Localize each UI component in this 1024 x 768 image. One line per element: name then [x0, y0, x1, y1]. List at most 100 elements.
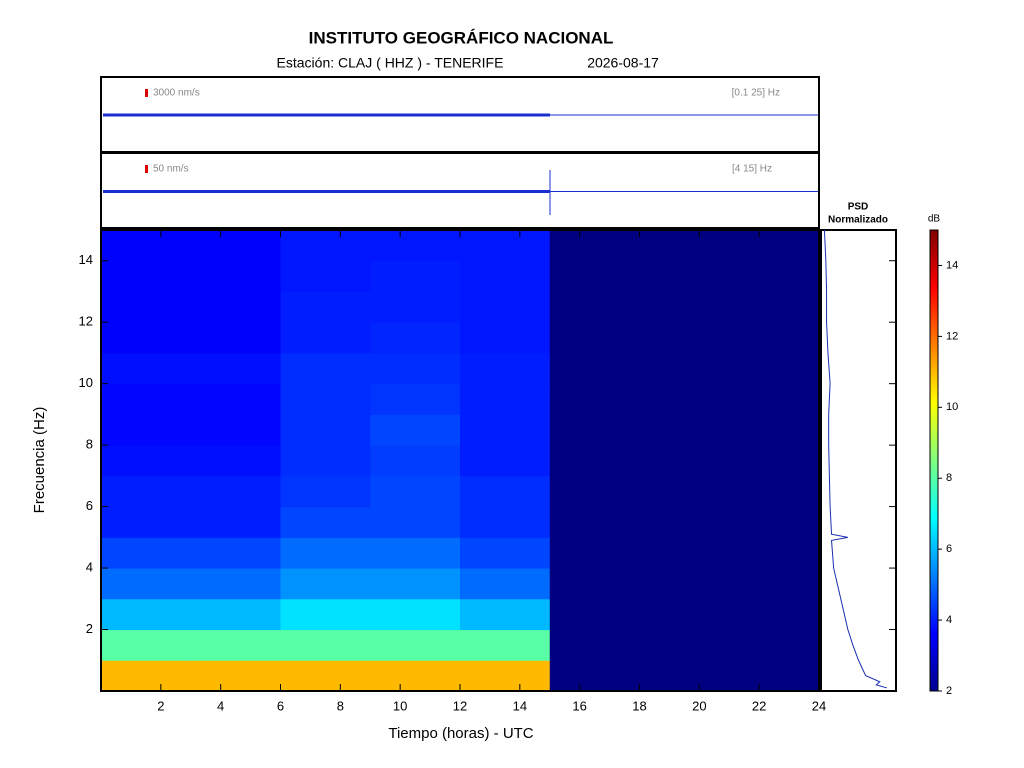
spectrogram-cell [460, 629, 551, 661]
spectrogram-cell [280, 260, 371, 292]
spectrogram-cell [370, 598, 461, 631]
spectrogram-cell [549, 352, 820, 385]
spectrogram-cell [549, 383, 820, 415]
spectrogram-cell [190, 598, 281, 631]
spectrogram-cell [190, 383, 281, 415]
spectrogram-cell [101, 291, 192, 323]
spectrogram-cell [101, 414, 192, 446]
spectrogram-cell [370, 537, 461, 569]
psd-title: PSD [848, 202, 869, 213]
spectrogram-cell [549, 598, 820, 631]
spectrogram-cell [101, 568, 192, 600]
spectrogram-cell [370, 260, 461, 292]
spectrogram-cell [280, 475, 371, 508]
spectrogram-cell [101, 506, 192, 538]
psd-frame [820, 229, 897, 692]
spectrogram-cell [549, 445, 820, 477]
spectrogram-cell [280, 322, 371, 354]
x-tick-label: 2 [157, 698, 164, 713]
spectrogram-cell [101, 260, 192, 292]
trace [103, 113, 550, 117]
spectrogram-cell [280, 230, 371, 262]
spectrogram-cell [190, 352, 281, 385]
spectrogram-cell [460, 291, 551, 323]
spectrogram-cell [280, 568, 371, 600]
spectrogram-cell [460, 352, 551, 385]
spectrogram-cell [190, 660, 281, 692]
spectrogram-cell [280, 445, 371, 477]
x-tick-label: 16 [572, 698, 586, 713]
spectrogram-cell [460, 414, 551, 446]
spectrogram-cell [370, 629, 461, 661]
title: INSTITUTO GEOGRÁFICO NACIONAL [309, 28, 614, 47]
spectrogram-cell [280, 660, 371, 692]
spectrogram-cell [460, 537, 551, 569]
spectrogram-cell [460, 475, 551, 508]
spectrogram-cell [101, 598, 192, 631]
spectrogram-cell [549, 260, 820, 292]
y-tick-label: 10 [79, 375, 93, 390]
spectrogram-cell [370, 506, 461, 538]
spectrogram-cell [280, 414, 371, 446]
y-tick-label: 8 [86, 437, 93, 452]
spectrogram-cell [549, 475, 820, 508]
spectrogram-cell [101, 445, 192, 477]
spectrogram-cell [101, 475, 192, 508]
colorbar-tick-label: 4 [946, 614, 952, 626]
spectrogram-cell [280, 629, 371, 661]
trace-scale: 50 nm/s [153, 164, 189, 175]
spectrogram-cell [370, 414, 461, 446]
spectrogram-cell [190, 230, 281, 262]
date: 2026-08-17 [587, 55, 659, 71]
spectrogram-cell [460, 322, 551, 354]
spectrogram-cell [190, 445, 281, 477]
spectrogram-cell [549, 506, 820, 538]
spectrogram-cell [101, 383, 192, 415]
x-tick-label: 10 [393, 698, 407, 713]
psd-curve [823, 229, 888, 689]
spectrogram-cell [549, 414, 820, 446]
spectrogram-cell [460, 598, 551, 631]
spectrogram-cell [370, 291, 461, 323]
spectrogram-cell [549, 291, 820, 323]
spectrogram-cell [549, 230, 820, 262]
x-tick-label: 6 [277, 698, 284, 713]
colorbar-label: dB [928, 214, 941, 225]
colorbar [929, 229, 939, 692]
x-tick-label: 8 [337, 698, 344, 713]
spectrogram-cell [101, 230, 192, 262]
spectrogram-cell [190, 414, 281, 446]
spectrogram-cell [190, 475, 281, 508]
spectrogram-cell [370, 230, 461, 262]
spectrogram-cell [190, 260, 281, 292]
colorbar-tick-label: 14 [946, 259, 958, 271]
spectrogram-cell [549, 537, 820, 569]
x-axis-label: Tiempo (horas) - UTC [388, 725, 533, 742]
colorbar-tick-label: 8 [946, 472, 952, 484]
scale-marker [145, 165, 148, 173]
spectrogram-cell [280, 352, 371, 385]
spectrogram-cell [190, 537, 281, 569]
spectrogram-cell [549, 629, 820, 661]
spectrogram-cell [101, 660, 192, 692]
spectrogram-cell [190, 506, 281, 538]
spectrogram-cell [370, 383, 461, 415]
colorbar-tick-label: 12 [946, 330, 958, 342]
colorbar-tick-label: 6 [946, 543, 952, 555]
x-tick-label: 12 [453, 698, 467, 713]
y-tick-label: 14 [79, 252, 93, 267]
y-tick-label: 12 [79, 314, 93, 329]
spectrogram-cell [549, 322, 820, 354]
spectrogram-cell [370, 352, 461, 385]
spectrogram-cell [190, 291, 281, 323]
spectrogram-cell [101, 537, 192, 569]
spectrogram-cell [280, 537, 371, 569]
spectrogram-cell [460, 260, 551, 292]
trace-panel [100, 152, 820, 229]
spectrogram-cell [460, 660, 551, 692]
spectrogram-cell [101, 629, 192, 661]
y-axis-label: Frecuencia (Hz) [31, 407, 48, 514]
y-tick-label: 2 [86, 621, 93, 636]
spectrogram-cell [190, 629, 281, 661]
